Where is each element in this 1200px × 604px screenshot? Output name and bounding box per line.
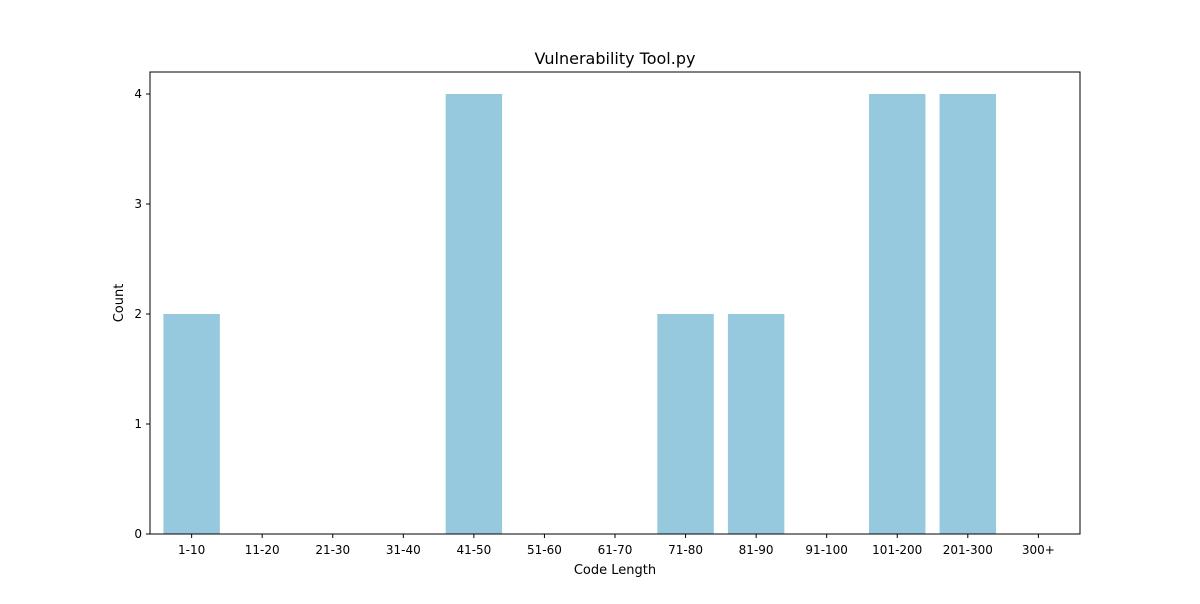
x-tick-label: 71-80 (668, 543, 703, 557)
x-axis-label: Code Length (574, 563, 656, 578)
y-tick-label: 1 (134, 417, 142, 431)
x-tick-label: 31-40 (386, 543, 421, 557)
y-tick-label: 2 (134, 307, 142, 321)
x-axis-ticks: 1-10 11-20 21-30 31-40 41-50 51-60 61-70 71-80 8… (178, 534, 1055, 557)
x-tick-label: 91-100 (805, 543, 848, 557)
y-tick-label: 3 (134, 197, 142, 211)
x-tick-label: 300+ (1022, 543, 1055, 557)
bar-71-80 (657, 314, 714, 534)
x-tick-label: 1-10 (178, 543, 205, 557)
x-tick-label: 21-30 (315, 543, 350, 557)
y-tick-label: 0 (134, 527, 142, 541)
bar-41-50 (445, 94, 503, 534)
x-tick-label: 101-200 (872, 543, 922, 557)
chart-title: Vulnerability Tool.py (535, 49, 696, 68)
bars-group (163, 94, 997, 534)
bar-101-200 (869, 94, 926, 534)
bar-81-90 (727, 314, 785, 534)
x-tick-label: 201-300 (943, 543, 993, 557)
y-axis-label: Count (112, 284, 127, 323)
x-tick-label: 81-90 (739, 543, 774, 557)
bar-1-10 (163, 314, 220, 534)
x-tick-label: 41-50 (456, 543, 491, 557)
y-tick-label: 4 (134, 87, 142, 101)
bar-201-300 (939, 94, 997, 534)
x-tick-label: 51-60 (527, 543, 562, 557)
x-tick-label: 61-70 (598, 543, 633, 557)
x-tick-label: 11-20 (245, 543, 280, 557)
y-axis-ticks: 0 1 2 3 4 (134, 87, 150, 541)
